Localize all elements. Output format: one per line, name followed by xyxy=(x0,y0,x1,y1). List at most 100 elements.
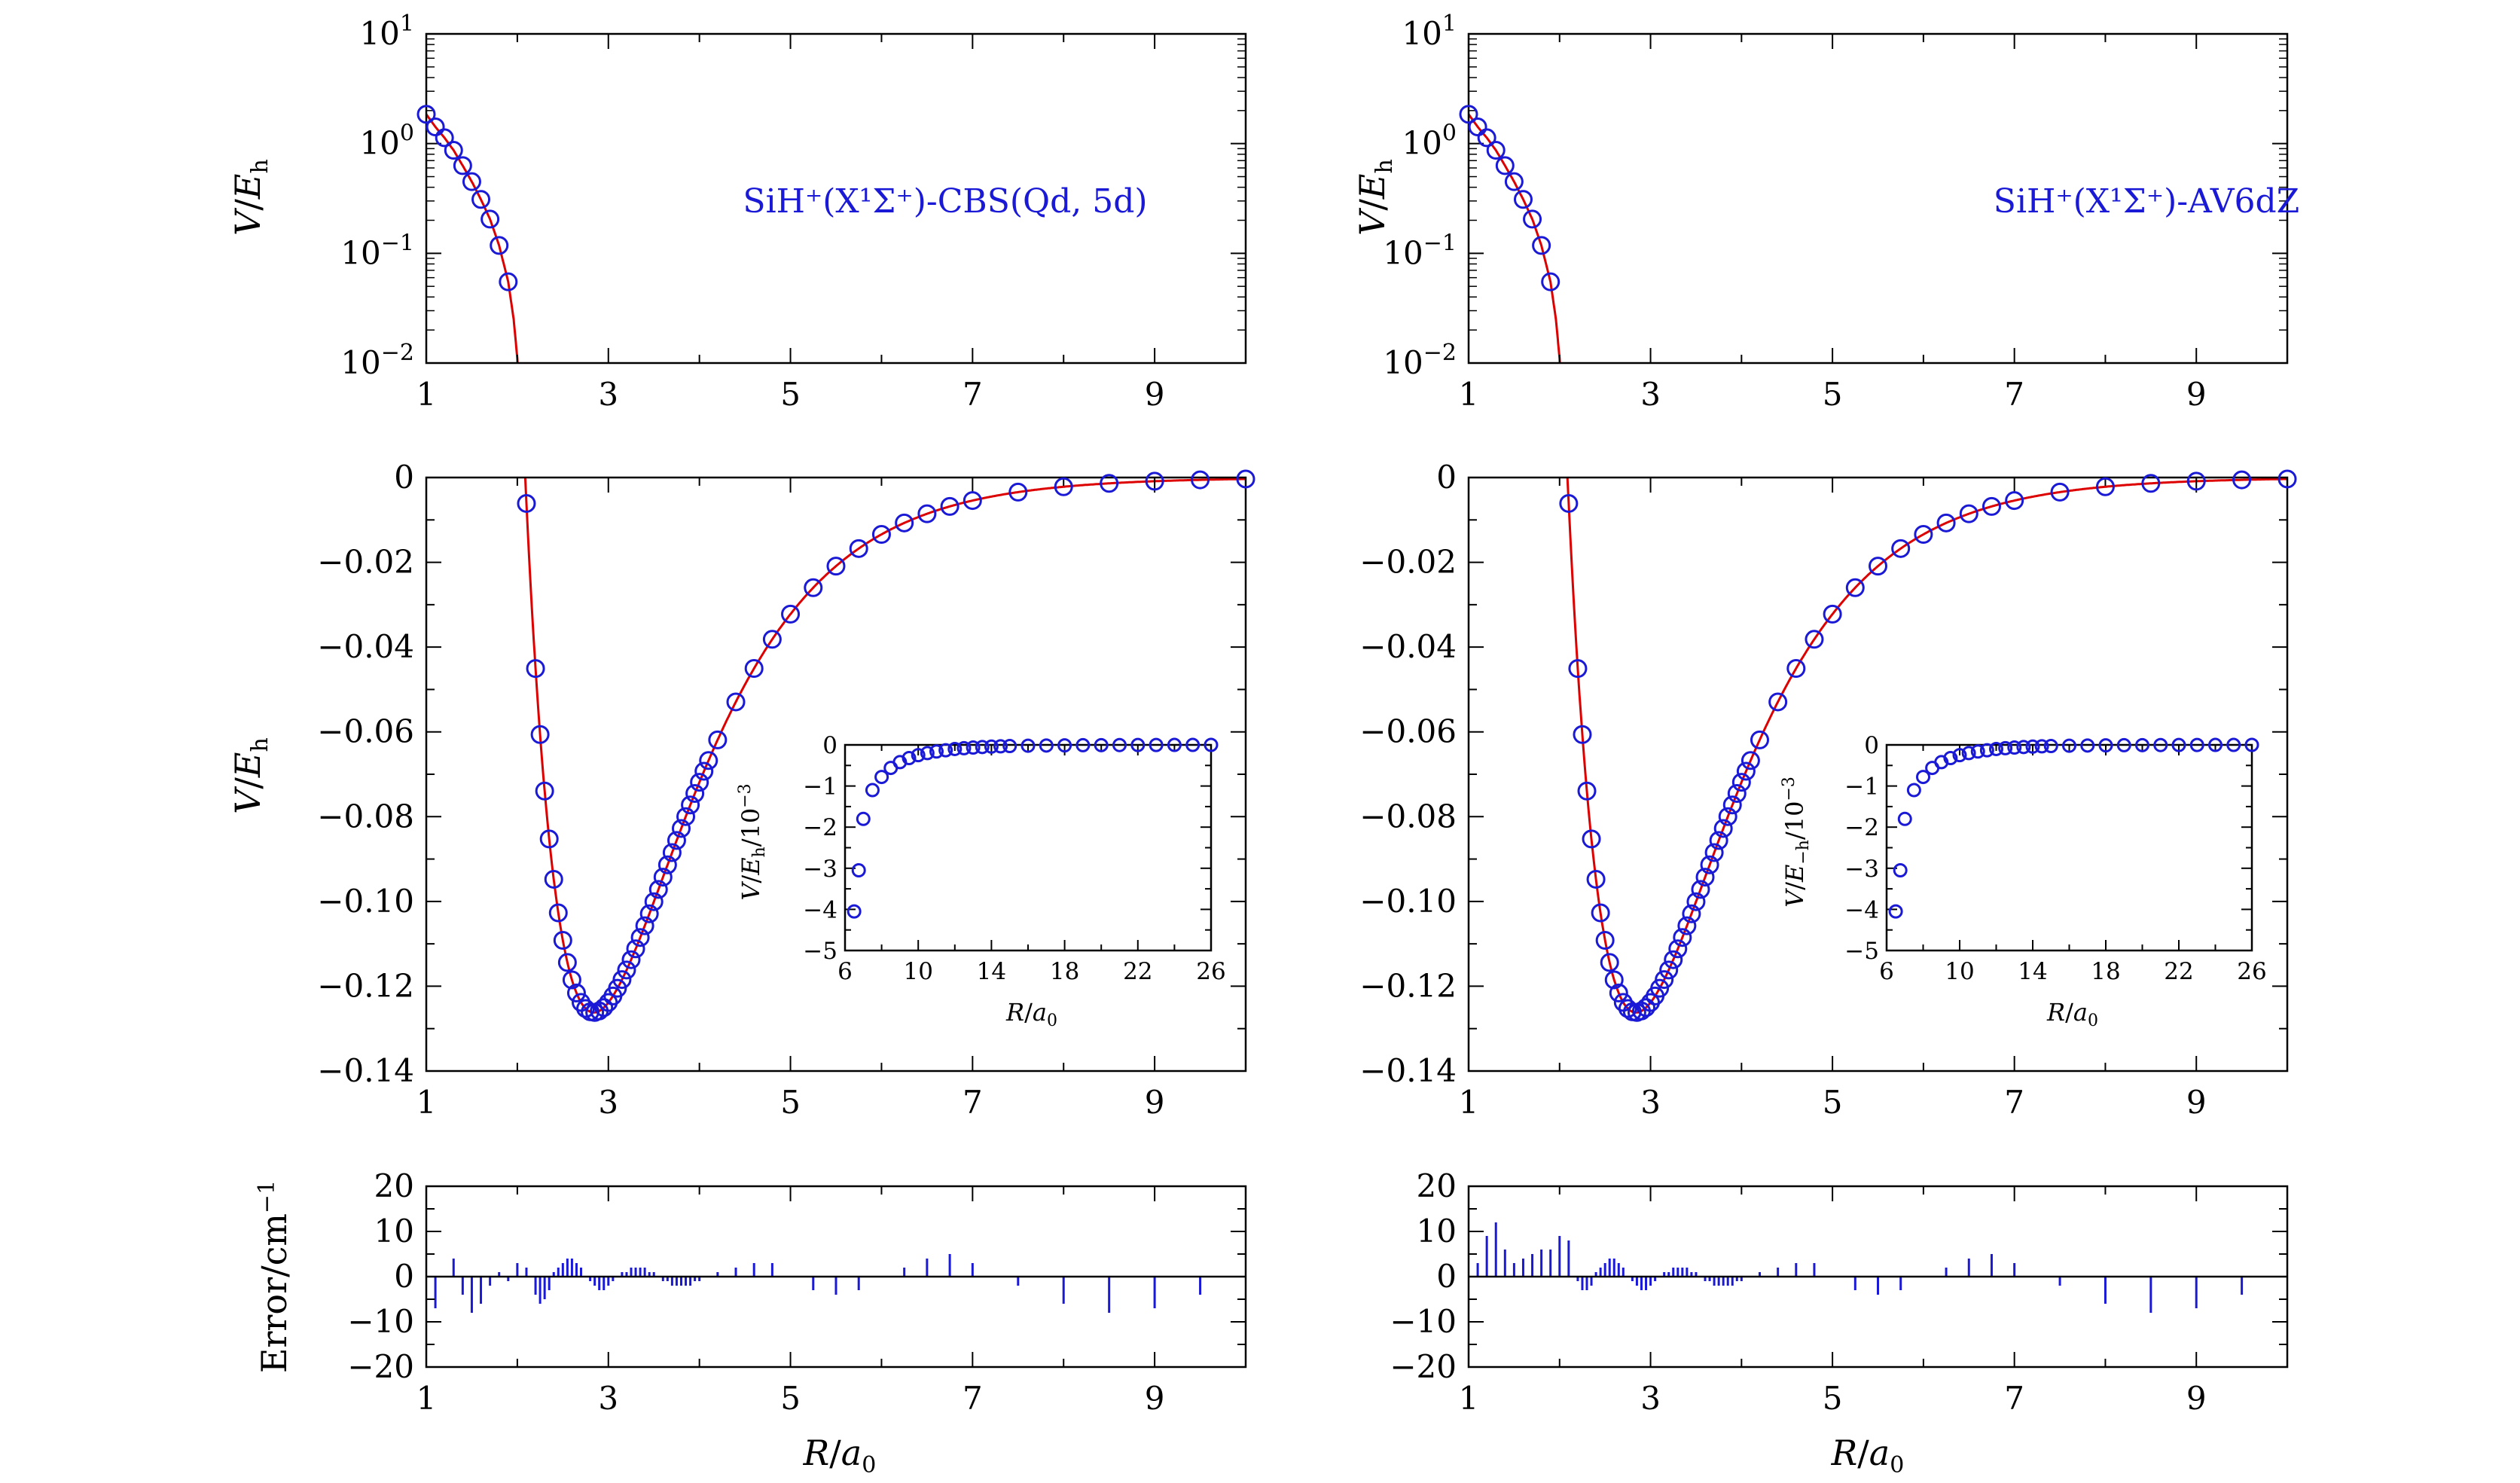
right-top-point xyxy=(1513,190,1533,209)
left-inset-point xyxy=(1112,737,1127,752)
right-main-ytick-label: −0.14 xyxy=(1359,1052,1457,1089)
right-inset-point xyxy=(1989,741,2003,756)
right-main-point xyxy=(1709,831,1728,850)
left-error-ytick-label: −10 xyxy=(347,1303,414,1340)
right-main-ytick-label: 0 xyxy=(1436,459,1457,496)
left-long-range-inset: 6 10 14 18 22 26 0 −1 −2 −3 −4 −5 xyxy=(803,732,1225,985)
left-main-point xyxy=(657,855,677,874)
right-inset-point xyxy=(2189,737,2204,752)
left-error-ytick-label: −20 xyxy=(347,1348,414,1385)
left-main-ytick-label: −0.14 xyxy=(317,1052,414,1089)
left-main-point xyxy=(1191,470,1210,490)
right-main-point xyxy=(1959,504,1978,523)
right-main-point xyxy=(1805,630,1824,649)
right-potential-panel: 1 3 5 7 9 0 −0.02 −0.04 −0.06 −0.08 −0.10 −0.12 −0.1… xyxy=(1359,459,2297,1121)
left-inset-point xyxy=(911,748,926,763)
left-main-point xyxy=(685,784,705,804)
right-top-frame xyxy=(1467,32,2289,365)
left-main-xtick-label: 5 xyxy=(780,1084,801,1121)
left-inset-ytick-label: −2 xyxy=(803,814,837,841)
right-inset-point xyxy=(2226,737,2241,752)
left-inset-point xyxy=(1094,737,1109,752)
left-main-point xyxy=(781,604,801,624)
left-xlabel: R/a0 xyxy=(803,1433,877,1478)
right-long-range-inset: 6 10 14 18 22 26 0 −1 −2 −3 −4 −5 xyxy=(1844,732,2266,985)
right-inset-xtick-label: 6 xyxy=(1879,958,1894,985)
right-main-point xyxy=(1691,880,1710,899)
right-main-point xyxy=(1577,781,1597,801)
left-top-point xyxy=(481,209,500,229)
right-top-ytick-label: 101 xyxy=(1402,11,1457,52)
left-main-point xyxy=(690,773,709,792)
left-error-xtick-label: 1 xyxy=(416,1380,437,1417)
left-top-ytick-label: 101 xyxy=(359,11,414,52)
left-main-point xyxy=(635,916,654,935)
right-inset-ytick-label: −4 xyxy=(1844,896,1879,923)
right-inset-xlabel: R/a0 xyxy=(2046,998,2098,1030)
left-main-xtick-label: 9 xyxy=(1145,1084,1165,1121)
left-main-point xyxy=(849,539,868,558)
left-top-point xyxy=(426,117,445,136)
right-inset-point xyxy=(2007,740,2022,755)
right-inset-ytick-label: −5 xyxy=(1844,938,1879,965)
left-top-xtick-label: 7 xyxy=(963,376,983,413)
right-main-point xyxy=(1768,692,1788,712)
right-top-xtick-label: 7 xyxy=(2004,376,2024,413)
right-main-point xyxy=(1650,978,1670,998)
left-inset-ytick-label: −3 xyxy=(803,856,837,883)
right-main-point xyxy=(1686,892,1706,911)
left-main-point xyxy=(681,795,700,815)
right-main-point xyxy=(1604,970,1624,990)
left-main-fit-line xyxy=(523,478,1246,1014)
right-inset-point xyxy=(1970,744,1985,759)
left-main-point xyxy=(744,659,764,679)
left-main-point xyxy=(594,998,614,1018)
left-main-point xyxy=(762,630,782,649)
right-main-point xyxy=(1869,557,1887,576)
left-inset-point xyxy=(865,783,880,798)
left-main-point xyxy=(662,843,682,862)
left-error-ytick-label: 20 xyxy=(374,1167,414,1204)
right-top-fit-line xyxy=(1469,113,1561,363)
right-error-xtick-label: 3 xyxy=(1640,1380,1661,1417)
left-inset-ytick-label: −4 xyxy=(803,896,837,923)
right-main-point xyxy=(2095,477,2115,496)
right-error-ytick-label: 0 xyxy=(1436,1258,1457,1295)
left-main-point xyxy=(566,983,586,1002)
left-main-point xyxy=(539,829,559,849)
right-main-ytick-label: −0.06 xyxy=(1359,713,1457,750)
left-main-point xyxy=(1236,469,1255,489)
left-error-xtick-label: 5 xyxy=(780,1380,801,1417)
right-main-point xyxy=(1568,659,1588,679)
left-main-point xyxy=(553,931,572,951)
right-main-point xyxy=(1695,868,1715,887)
right-inset-point xyxy=(1906,783,1921,798)
right-main-point xyxy=(2186,471,2206,491)
left-inset-point xyxy=(1021,738,1036,753)
svg-text:V/Eh: V/Eh xyxy=(227,737,273,814)
left-inset-point xyxy=(902,750,917,765)
left-inset-point xyxy=(1057,738,1072,753)
right-main-point xyxy=(1664,950,1683,969)
right-top-point xyxy=(1459,105,1478,124)
left-top-xtick-label: 3 xyxy=(598,376,618,413)
left-main-point xyxy=(517,493,536,513)
left-error-ytick-label: 0 xyxy=(394,1258,414,1295)
left-inset-point xyxy=(966,740,981,755)
left-main-ytick-label: 0 xyxy=(394,459,414,496)
left-top-xtick-label: 9 xyxy=(1145,376,1165,413)
left-error-ylabel: Error/cm−1 xyxy=(254,1180,294,1373)
left-main-point xyxy=(548,903,568,923)
left-main-point xyxy=(1054,477,1073,496)
right-top-ytick-label: 100 xyxy=(1402,121,1457,162)
right-top-ytick-label: 10−2 xyxy=(1383,340,1457,381)
left-inset-point xyxy=(938,743,953,758)
right-top-point xyxy=(1523,209,1542,229)
left-main-ylabel: V/Eh xyxy=(227,737,273,814)
left-main-xtick-label: 7 xyxy=(963,1084,983,1121)
right-inset-point xyxy=(2135,737,2149,752)
left-inset-point xyxy=(1039,738,1054,753)
right-top-point xyxy=(1495,156,1515,175)
right-inset-frame xyxy=(1885,743,2253,952)
